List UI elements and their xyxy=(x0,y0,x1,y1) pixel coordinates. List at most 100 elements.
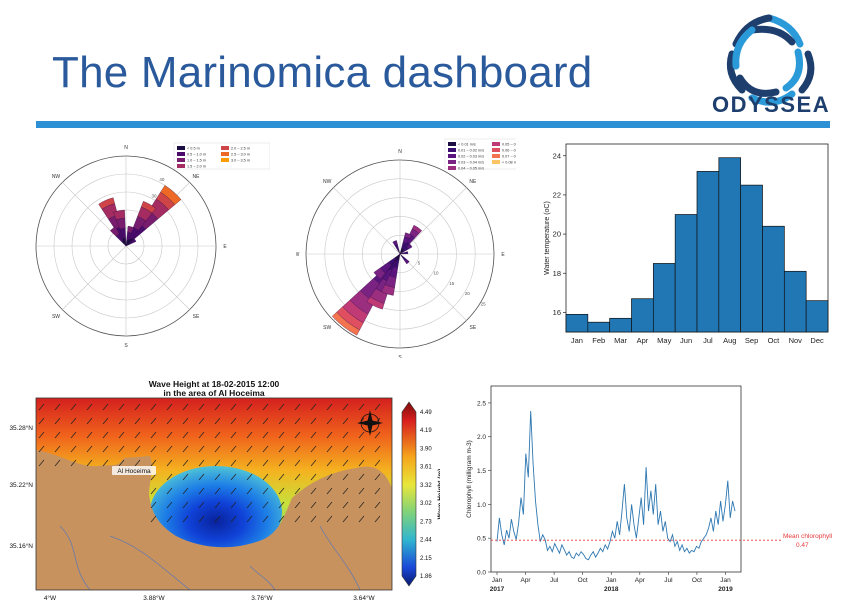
wave-direction-arrow xyxy=(246,501,253,509)
wave-direction-arrow xyxy=(134,403,141,411)
rose-legend-label: 1.0 – 1.5 m xyxy=(187,159,206,163)
wave-direction-arrow xyxy=(134,417,141,425)
wave-direction-arrow xyxy=(198,501,205,509)
y-tick-label: 20 xyxy=(553,230,561,239)
wave-direction-arrow xyxy=(70,403,77,411)
rose-radial-tick: 25 xyxy=(481,301,487,306)
year-label: 2019 xyxy=(718,586,733,593)
rose-direction-label: SW xyxy=(52,314,60,320)
wave-direction-arrow xyxy=(54,445,61,453)
wave-direction-arrow xyxy=(214,431,221,439)
rose-legend-label: 0.04 – 0.05 m/s xyxy=(458,167,484,171)
wave-direction-arrow xyxy=(278,515,285,523)
wave-direction-arrow xyxy=(358,501,365,509)
rose-legend-label: 0.02 – 0.03 m/s xyxy=(458,155,484,159)
rose-petal xyxy=(127,225,134,234)
rose-legend-swatch xyxy=(492,154,500,158)
wave-direction-arrow xyxy=(262,417,269,425)
wave-direction-arrow xyxy=(214,501,221,509)
rose-legend-label: 0.07 – 0.08 m/s xyxy=(502,155,516,159)
rose-direction-label: NW xyxy=(323,179,332,185)
bay-low-wave-area xyxy=(150,466,282,558)
y-tick-label: 0.5 xyxy=(477,536,486,543)
wave-direction-arrow xyxy=(310,501,317,509)
wave-direction-arrow xyxy=(102,459,109,467)
wave-direction-arrow xyxy=(326,403,333,411)
header-divider xyxy=(36,121,830,128)
rose-legend-swatch xyxy=(448,166,456,170)
map-title: Wave Height at 18-02-2015 12:00 xyxy=(149,379,280,389)
wave-direction-arrow xyxy=(214,473,221,481)
wave-direction-arrow xyxy=(198,403,205,411)
wave-direction-arrow xyxy=(86,431,93,439)
rose-petal xyxy=(110,226,120,237)
wave-direction-arrow xyxy=(294,459,301,467)
wave-direction-arrow xyxy=(214,459,221,467)
rose-spoke xyxy=(399,187,467,255)
wave-direction-arrow xyxy=(230,515,237,523)
wave-direction-arrow xyxy=(118,403,125,411)
place-label-bg xyxy=(112,466,156,475)
temperature-bar xyxy=(805,300,829,333)
wave-direction-arrow xyxy=(230,473,237,481)
rose-petal xyxy=(129,238,137,245)
wave-direction-arrow xyxy=(342,487,349,495)
wave-direction-arrow xyxy=(246,445,253,453)
wave-direction-arrow xyxy=(278,501,285,509)
x-tick-label: Sep xyxy=(745,336,758,345)
temperature-bar xyxy=(762,225,785,333)
wave-direction-arrow xyxy=(374,515,381,523)
wave-direction-arrow xyxy=(198,515,205,523)
rose-legend-label: 2.0 – 2.5 m xyxy=(231,147,250,151)
rose-direction-label: S xyxy=(124,343,128,349)
wave-direction-arrow xyxy=(310,445,317,453)
colorbar-tick-label: 2.73 xyxy=(420,519,432,525)
x-tick-label: Apr xyxy=(637,336,649,345)
wave-direction-arrow xyxy=(326,487,333,495)
wave-height-rose-chart: NNEESESSWWNW10203040< 0.5 m0.5 – 1.0 m1.… xyxy=(35,142,270,349)
wave-direction-arrow xyxy=(278,459,285,467)
rose-spoke xyxy=(62,245,127,310)
wave-direction-arrow xyxy=(358,431,365,439)
temperature-bar xyxy=(652,263,676,333)
wave-direction-arrow xyxy=(342,501,349,509)
wave-direction-arrow xyxy=(342,515,349,523)
rose-legend-label: < 0.01 m/s xyxy=(458,143,476,147)
rose-petal xyxy=(403,251,409,255)
wave-direction-arrow xyxy=(118,445,125,453)
wave-direction-arrow xyxy=(326,473,333,481)
wave-direction-arrow xyxy=(150,445,157,453)
wave-direction-arrow xyxy=(86,459,93,467)
longitude-label: 3.64°W xyxy=(353,594,375,602)
rose-legend-label: 3.0 – 3.5 m xyxy=(231,159,250,163)
wave-direction-arrow xyxy=(118,417,125,425)
rose-legend-label: 2.5 – 3.0 m xyxy=(231,153,250,157)
rose-direction-label: S xyxy=(398,355,402,358)
rose-legend-swatch xyxy=(492,148,500,152)
chlorophyll-line-chart: 0.0 0.5 1.0 1.5 2.0 2.5 Chlorophyll (milligram… xyxy=(466,385,833,593)
wave-direction-arrow xyxy=(150,431,157,439)
wave-direction-arrow xyxy=(342,473,349,481)
wave-direction-arrow xyxy=(278,403,285,411)
rose-legend-label: < 0.5 m xyxy=(187,147,200,151)
y-tick-label: 24 xyxy=(553,151,561,160)
wave-direction-arrow xyxy=(374,473,381,481)
wave-direction-arrow xyxy=(182,417,189,425)
wave-direction-arrow xyxy=(326,431,333,439)
wave-direction-arrow xyxy=(38,445,45,453)
x-tick-label: Dec xyxy=(810,336,824,345)
wave-direction-arrow xyxy=(326,459,333,467)
rose-radial-tick: 5 xyxy=(418,260,421,265)
rose-petal xyxy=(113,209,126,220)
wave-direction-arrow xyxy=(102,431,109,439)
rose-radial-tick: 10 xyxy=(433,271,439,276)
wave-direction-arrow xyxy=(118,459,125,467)
rose-radial-tick: 40 xyxy=(159,177,165,182)
wave-direction-arrow xyxy=(230,417,237,425)
wave-direction-arrow xyxy=(246,403,253,411)
wave-direction-arrow xyxy=(262,473,269,481)
rose-direction-label: N xyxy=(124,145,128,151)
wave-direction-arrow xyxy=(214,417,221,425)
rose-direction-label: E xyxy=(501,252,505,258)
